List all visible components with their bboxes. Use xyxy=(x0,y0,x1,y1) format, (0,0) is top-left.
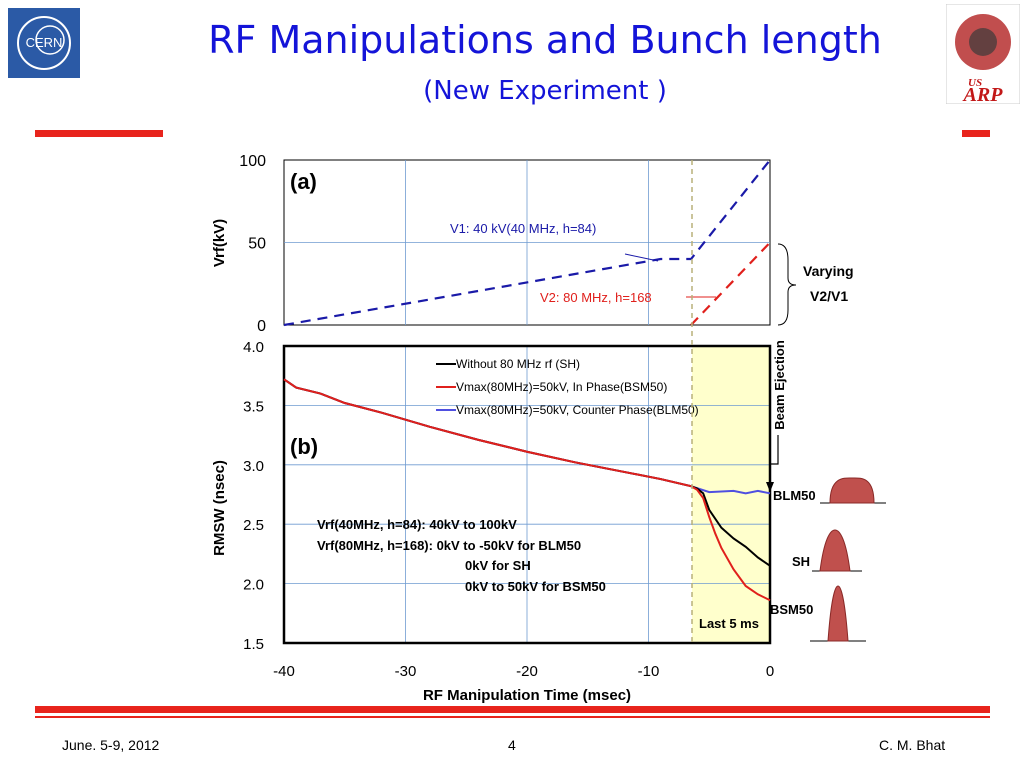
panel-b-xtick-2: -20 xyxy=(516,663,538,680)
slide-subtitle: (New Experiment ) xyxy=(423,76,667,106)
panel-b-xtick-0: -40 xyxy=(273,663,295,680)
panel-a-series-v2 xyxy=(690,241,771,326)
bunch-label-sh: SH xyxy=(792,554,810,569)
usarp-logo-small-text: US xyxy=(968,77,982,89)
panel-b-ylabel: RMSW (nsec) xyxy=(211,460,228,556)
panel-a-ylabel: Vrf(kV) xyxy=(211,219,228,267)
cern-logo-text: CERN xyxy=(26,35,63,50)
panel-b-label: (b) xyxy=(290,434,318,459)
panel-b-yticks: 1.5 2.0 2.5 3.0 3.5 4.0 xyxy=(243,339,264,653)
panel-b-series xyxy=(283,378,771,602)
panel-b-xtick-3: -10 xyxy=(638,663,660,680)
panel-b-ytick-0: 1.5 xyxy=(243,636,264,653)
usarp-logo: US ARP xyxy=(945,3,1021,106)
accent-line-bottom xyxy=(35,716,990,718)
beam-ejection-label: Beam Ejection xyxy=(772,340,787,430)
slide-title: RF Manipulations and Bunch length xyxy=(208,18,882,62)
cern-logo: CERN xyxy=(8,8,80,78)
panel-a-series xyxy=(283,159,771,327)
bunch-label-bsm50: BSM50 xyxy=(770,602,813,617)
panel-a-yticks: 0 50 100 xyxy=(239,153,266,335)
panel-b-xtick-4: 0 xyxy=(766,663,774,680)
panel-b-xticks: -40 -30 -20 -10 0 xyxy=(273,663,774,680)
legend-label-1: Vmax(80MHz)=50kV, In Phase(BSM50) xyxy=(456,380,667,394)
setup-line-2: Vrf(80MHz, h=168): 0kV to -50kV for BLM5… xyxy=(317,538,581,553)
legend-label-2: Vmax(80MHz)=50kV, Counter Phase(BLM50) xyxy=(456,403,699,417)
panel-a-ytick-1: 50 xyxy=(248,236,266,253)
v1-annotation: V1: 40 kV(40 MHz, h=84) xyxy=(450,221,596,236)
setup-annotation: Vrf(40MHz, h=84): 40kV to 100kV Vrf(80MH… xyxy=(317,517,606,594)
panel-b: 1.5 2.0 2.5 3.0 3.5 4.0 -40 -30 -20 -10 0 (b) RMS… xyxy=(211,339,886,704)
beam-ejection-arrowhead xyxy=(766,482,774,492)
accent-bar-right xyxy=(962,130,990,137)
panel-b-ytick-4: 3.5 xyxy=(243,398,264,415)
setup-line-3: 0kV for SH xyxy=(465,558,531,573)
setup-line-1: Vrf(40MHz, h=84): 40kV to 100kV xyxy=(317,517,517,532)
bunch-shape-bsm50 xyxy=(827,585,849,642)
setup-line-4: 0kV to 50kV for BSM50 xyxy=(465,579,606,594)
last-window-label: Last 5 ms xyxy=(699,616,759,631)
panel-a: 0 50 100 (a) Vrf(kV) V1: 40 kV(40 MHz, h=8… xyxy=(211,153,854,335)
bunch-label-blm50: BLM50 xyxy=(773,488,816,503)
panel-a-ytick-2: 100 xyxy=(239,153,266,170)
accent-bar-bottom xyxy=(35,706,990,713)
varying-ratio-label: V2/V1 xyxy=(810,288,848,304)
varying-label: Varying xyxy=(803,263,854,279)
bunch-shapes: BLM50 SH BSM50 xyxy=(770,477,886,642)
panel-a-grid xyxy=(284,160,770,325)
panel-a-series-v1 xyxy=(283,159,771,327)
panel-b-ytick-2: 2.5 xyxy=(243,517,264,534)
v2-annotation: V2: 80 MHz, h=168 xyxy=(540,290,652,305)
footer-author: C. M. Bhat xyxy=(879,737,946,753)
v1-annotation-arrow xyxy=(624,253,659,262)
panel-b-ytick-5: 4.0 xyxy=(243,339,264,356)
panel-b-ytick-1: 2.0 xyxy=(243,577,264,594)
panel-a-ytick-0: 0 xyxy=(257,318,266,335)
bunch-shape-blm50 xyxy=(829,477,875,504)
legend-label-0: Without 80 MHz rf (SH) xyxy=(456,357,580,371)
varying-brace xyxy=(777,243,797,326)
panel-b-xlabel: RF Manipulation Time (msec) xyxy=(423,687,631,704)
footer-date: June. 5-9, 2012 xyxy=(62,737,160,753)
panel-b-ytick-3: 3.0 xyxy=(243,458,264,475)
panel-b-xtick-1: -30 xyxy=(395,663,417,680)
footer-page-number: 4 xyxy=(508,737,516,753)
panel-b-series-1 xyxy=(283,378,771,602)
panel-b-frame xyxy=(282,344,772,645)
panel-b-legend: Without 80 MHz rf (SH) Vmax(80MHz)=50kV, … xyxy=(436,357,699,417)
beam-ejection-arrow xyxy=(769,435,779,488)
bunch-shape-sh xyxy=(819,529,851,572)
panel-b-grid xyxy=(284,346,770,643)
accent-bar-left xyxy=(35,130,163,137)
panel-a-label: (a) xyxy=(290,169,317,194)
usarp-logo-text: ARP xyxy=(962,84,1004,104)
